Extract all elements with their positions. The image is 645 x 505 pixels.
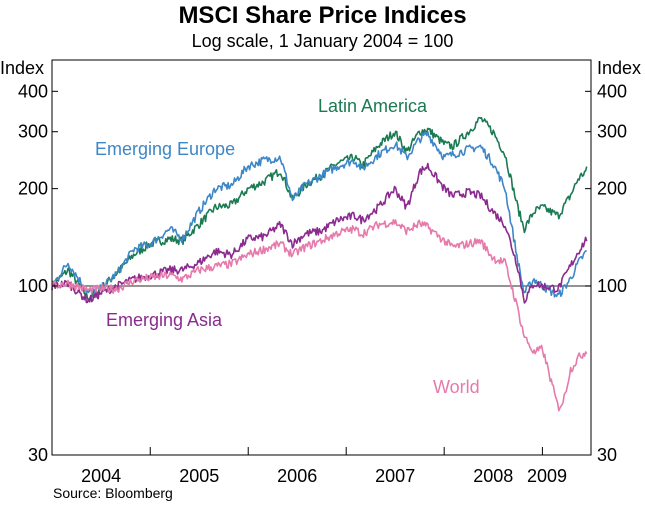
x-tick-label: 2005 [179,466,219,486]
y-axis-unit-left: Index [0,58,45,78]
y-tick-label-right: 400 [597,81,627,101]
chart-title: MSCI Share Price Indices [178,2,467,29]
y-tick-label-right: 100 [597,276,627,296]
series-line-emerging-asia [51,162,588,304]
series-label-emerging-asia: Emerging Asia [106,310,223,330]
series-label-latin-america: Latin America [318,96,428,116]
x-tick-label: 2008 [473,466,513,486]
y-tick-label-right: 200 [597,179,627,199]
y-tick-label-right: 300 [597,122,627,142]
source-note: Source: Bloomberg [53,485,173,501]
y-tick-label-right: 30 [597,445,617,465]
y-tick-label-left: 30 [28,445,48,465]
x-tick-label: 2004 [81,466,121,486]
series-label-world: World [433,377,480,397]
plot-frame [51,59,592,456]
y-axis-unit-right: Index [597,58,642,78]
x-tick-label: 2007 [375,466,415,486]
x-tick-label: 2009 [527,466,567,486]
x-tick-label: 2006 [277,466,317,486]
y-tick-label-left: 200 [18,179,48,199]
series-line-emerging-europe [51,131,587,298]
series-line-latin-america [51,116,588,302]
y-tick-label-left: 400 [18,81,48,101]
y-tick-label-left: 300 [18,122,48,142]
series-line-world [51,219,588,412]
y-tick-label-left: 100 [18,276,48,296]
chart-subtitle: Log scale, 1 January 2004 = 100 [191,31,454,51]
series-label-emerging-europe: Emerging Europe [95,139,235,159]
